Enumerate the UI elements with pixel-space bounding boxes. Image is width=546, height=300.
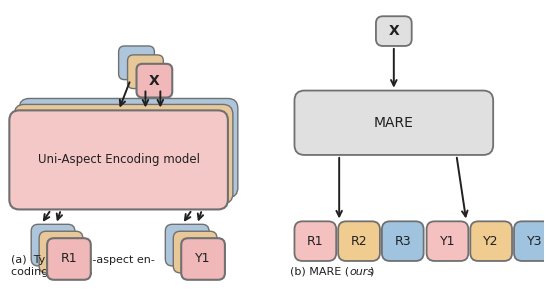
FancyBboxPatch shape bbox=[376, 16, 412, 46]
FancyBboxPatch shape bbox=[128, 55, 163, 88]
FancyBboxPatch shape bbox=[470, 221, 512, 261]
FancyBboxPatch shape bbox=[31, 224, 75, 266]
Text: Uni-Aspect Encoding model: Uni-Aspect Encoding model bbox=[38, 153, 200, 167]
Text: R1: R1 bbox=[61, 253, 77, 266]
Text: MARE: MARE bbox=[374, 116, 414, 130]
Text: Y2: Y2 bbox=[483, 235, 499, 248]
Text: X: X bbox=[388, 24, 399, 38]
FancyBboxPatch shape bbox=[426, 221, 468, 261]
Text: (a)  Typical uni-aspect en-
coding models: (a) Typical uni-aspect en- coding models bbox=[11, 255, 155, 277]
Text: R3: R3 bbox=[394, 235, 411, 248]
FancyBboxPatch shape bbox=[165, 224, 209, 266]
FancyBboxPatch shape bbox=[338, 221, 380, 261]
FancyBboxPatch shape bbox=[118, 46, 155, 80]
Text: R1: R1 bbox=[307, 235, 324, 248]
FancyBboxPatch shape bbox=[181, 238, 225, 280]
Text: Y3: Y3 bbox=[527, 235, 543, 248]
FancyBboxPatch shape bbox=[136, 64, 173, 98]
FancyBboxPatch shape bbox=[47, 238, 91, 280]
Text: R2: R2 bbox=[351, 235, 367, 248]
FancyBboxPatch shape bbox=[14, 104, 233, 203]
FancyBboxPatch shape bbox=[382, 221, 424, 261]
Text: ours: ours bbox=[349, 267, 373, 277]
FancyBboxPatch shape bbox=[19, 98, 238, 198]
Text: X: X bbox=[149, 74, 160, 88]
FancyBboxPatch shape bbox=[294, 221, 336, 261]
FancyBboxPatch shape bbox=[39, 231, 83, 273]
FancyBboxPatch shape bbox=[173, 231, 217, 273]
Text: (b) MARE (: (b) MARE ( bbox=[289, 267, 349, 277]
FancyBboxPatch shape bbox=[294, 91, 493, 155]
Text: Y1: Y1 bbox=[440, 235, 455, 248]
Text: ): ) bbox=[369, 267, 373, 277]
Text: Y1: Y1 bbox=[195, 253, 211, 266]
FancyBboxPatch shape bbox=[514, 221, 546, 261]
FancyBboxPatch shape bbox=[9, 110, 228, 209]
